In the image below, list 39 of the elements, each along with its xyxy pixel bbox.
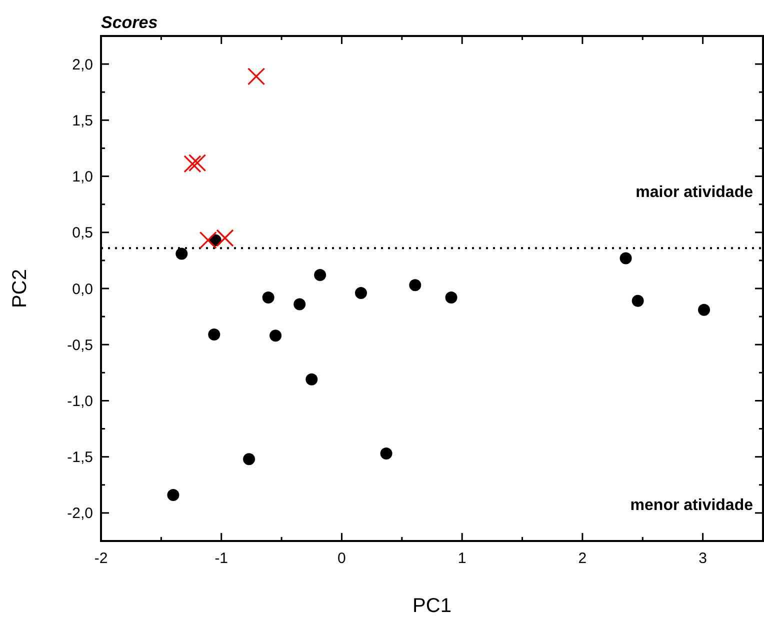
point [306,373,318,386]
x-tick-label: 0 [338,550,346,567]
y-axis-title: PC2 [9,269,31,308]
point [409,279,422,292]
point [698,304,710,316]
annotation: maior atividade [636,184,754,201]
x-tick-label: 2 [578,550,587,567]
x-tick-label: 1 [458,550,466,567]
point [188,154,206,172]
point [184,155,202,173]
point [243,453,256,466]
y-tick-label: 0,0 [72,280,93,298]
point [354,286,367,299]
chart-title: Scores [101,13,158,32]
point [632,294,644,307]
x-axis-title: PC1 [412,595,452,617]
point [208,328,220,341]
point [294,298,306,310]
point [445,291,458,304]
y-tick-label: 2,0 [72,56,93,74]
y-tick-label: -1,0 [67,392,93,410]
point [314,269,326,282]
y-tick-label: -0,5 [67,336,93,354]
point [620,252,632,264]
point [262,291,274,304]
y-tick-label: -2,0 [67,505,93,522]
x-tick-label: 3 [698,550,707,567]
x-tick-label: -2 [94,550,108,567]
point [380,447,392,460]
point [247,68,266,86]
point [167,488,180,501]
y-tick-label: 1,5 [72,112,93,130]
x-tick-label: -1 [214,550,228,567]
y-tick-label: 0,5 [72,224,93,242]
point [270,330,282,342]
y-tick-label: -1,5 [67,449,93,466]
point [176,248,188,260]
annotation: menor atividade [630,497,754,514]
y-tick-label: 1,0 [72,168,93,186]
